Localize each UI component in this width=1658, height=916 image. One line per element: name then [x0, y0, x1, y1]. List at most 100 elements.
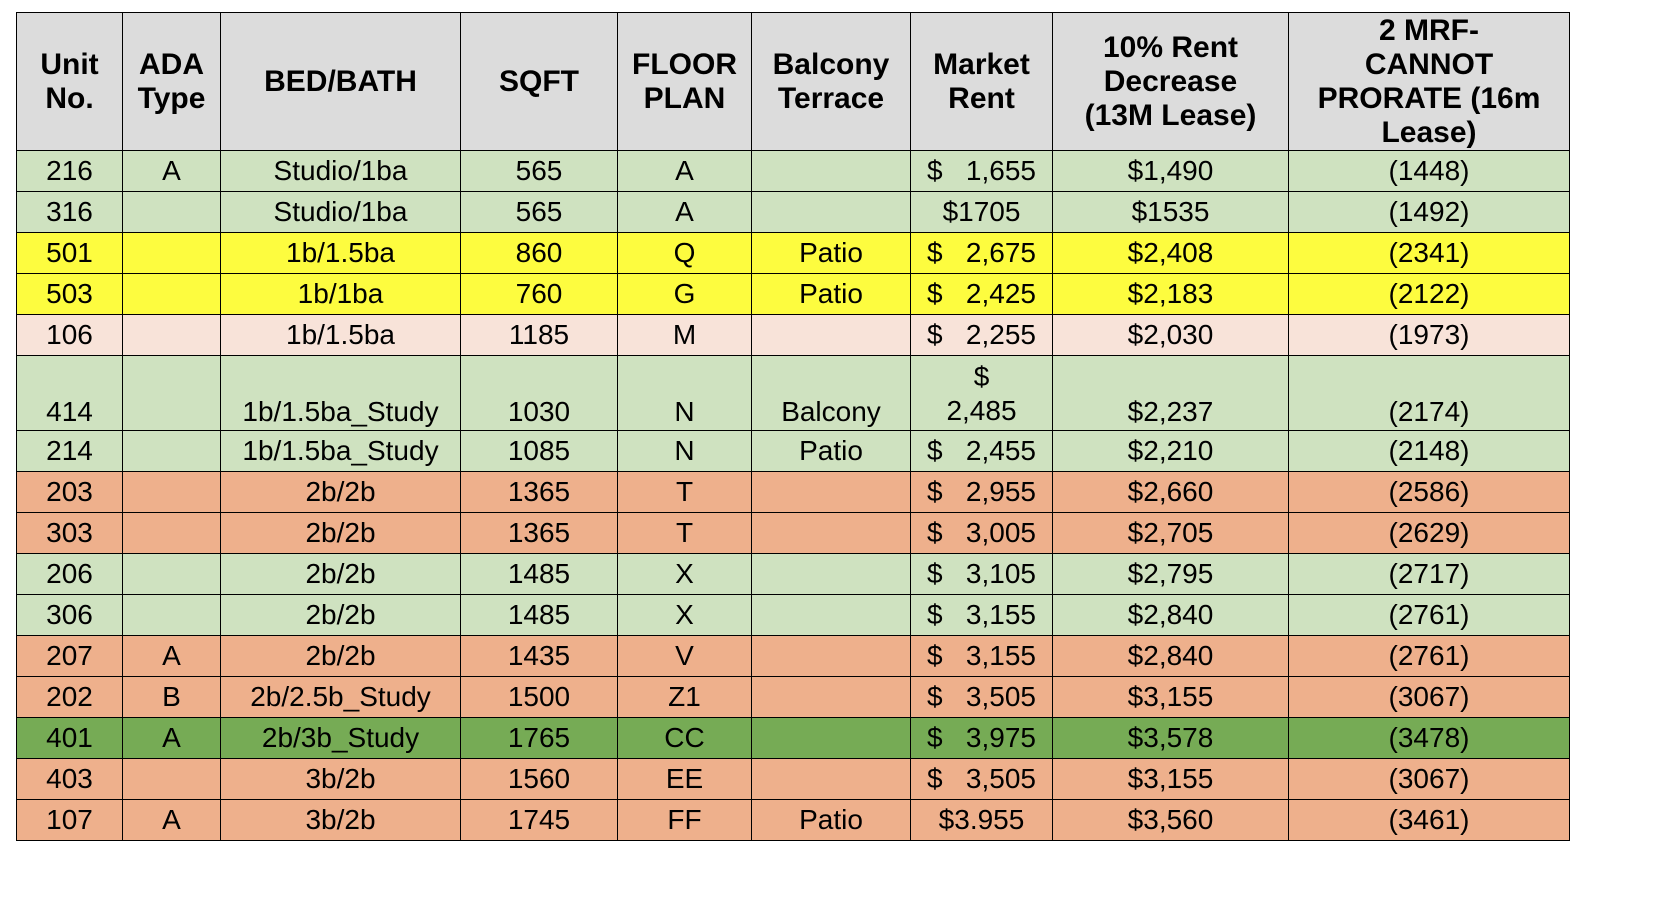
table-row: 214 1b/1.5ba_Study 1085 N Patio $2,455 $2,210(… — [16, 430, 1570, 472]
cell-floor-plan: EE — [617, 758, 752, 800]
table-row: 107 A 3b/2b 1745 FF Patio $3.955 $3,560 (3461) — [16, 799, 1570, 841]
market-rent-amount: 2,955 — [965, 476, 1036, 507]
market-rent-value: $2,455 — [925, 432, 1038, 471]
cell-unit-no: 202 — [16, 676, 123, 718]
market-rent-amount: 2,485 — [946, 395, 1017, 426]
table-row: 414 1b/1.5ba_Study 1030 N Balcony $2,485 $2,23… — [16, 355, 1570, 431]
cell-floor-plan: N — [617, 430, 752, 472]
cell-unit-no: 214 — [16, 430, 123, 472]
cell-bed-bath: Studio/1ba — [220, 150, 461, 192]
cell-mrf-prorate: (1973) — [1288, 314, 1570, 356]
cell-sqft: 1485 — [460, 594, 618, 636]
cell-mrf-prorate: (3461) — [1288, 799, 1570, 841]
cell-sqft: 1485 — [460, 553, 618, 595]
market-rent-value: $3,975 — [925, 719, 1038, 758]
cell-balcony-terrace — [751, 553, 911, 595]
market-rent-currency: $ — [927, 599, 943, 630]
table-row: 206 2b/2b 1485 X $3,105 $2,795 (2717) — [16, 553, 1570, 595]
market-rent-currency: $ — [927, 763, 943, 794]
table-row: 316 Studio/1ba 565 A $1705 $1535 (1492) — [16, 191, 1570, 233]
cell-rent-decrease: $2,795 — [1052, 553, 1289, 595]
cell-balcony-terrace: Patio — [751, 799, 911, 841]
header-text-line: BED/BATH — [264, 64, 417, 98]
cell-mrf-prorate: (3478) — [1288, 717, 1570, 759]
cell-unit-no: 401 — [16, 717, 123, 759]
cell-ada-type — [122, 355, 221, 431]
market-rent-value: $3,155 — [925, 596, 1038, 635]
market-rent-currency: $ — [927, 681, 943, 712]
header-row: Unit No. ADA Type BED/BATH SQFT FLOOR PLAN Balco… — [16, 12, 1570, 151]
header-text-line: Balcony — [772, 47, 890, 81]
market-rent-amount: 3,505 — [965, 681, 1036, 712]
cell-balcony-terrace — [751, 635, 911, 677]
cell-floor-plan: A — [617, 191, 752, 233]
cell-ada-type — [122, 232, 221, 274]
cell-market-rent: $2,255 — [910, 314, 1053, 356]
market-rent-amount: 3,505 — [965, 763, 1036, 794]
cell-balcony-terrace — [751, 150, 911, 192]
cell-bed-bath: 1b/1.5ba_Study — [220, 430, 461, 472]
cell-ada-type — [122, 273, 221, 315]
cell-ada-type — [122, 512, 221, 554]
cell-floor-plan: M — [617, 314, 752, 356]
cell-unit-no: 414 — [16, 355, 123, 431]
cell-market-rent: $2,675 — [910, 232, 1053, 274]
cell-bed-bath: Studio/1ba — [220, 191, 461, 233]
cell-rent-decrease: $2,183 — [1052, 273, 1289, 315]
cell-rent-decrease: $2,030 — [1052, 314, 1289, 356]
cell-balcony-terrace — [751, 191, 911, 233]
cell-floor-plan: CC — [617, 717, 752, 759]
market-rent-currency: $ — [927, 722, 943, 753]
header-text-line: Decrease — [1103, 64, 1238, 98]
cell-floor-plan: T — [617, 471, 752, 513]
cell-market-rent: $3,155 — [910, 594, 1053, 636]
cell-sqft: 1500 — [460, 676, 618, 718]
market-rent-value: $3,105 — [925, 555, 1038, 594]
cell-market-rent: $3.955 — [910, 799, 1053, 841]
cell-balcony-terrace — [751, 676, 911, 718]
header-text-line: 2 MRF- — [1379, 13, 1479, 47]
market-rent-amount: 3,155 — [965, 640, 1036, 671]
cell-rent-decrease: $1,490 — [1052, 150, 1289, 192]
cell-balcony-terrace — [751, 471, 911, 513]
market-rent-value: $1,655 — [925, 152, 1038, 191]
cell-floor-plan: Q — [617, 232, 752, 274]
header-floor-plan: FLOOR PLAN — [617, 12, 752, 151]
header-text-line: Lease) — [1381, 115, 1477, 149]
cell-unit-no: 306 — [16, 594, 123, 636]
cell-rent-decrease: $3,560 — [1052, 799, 1289, 841]
cell-sqft: 1085 — [460, 430, 618, 472]
cell-mrf-prorate: (2717) — [1288, 553, 1570, 595]
cell-sqft: 565 — [460, 150, 618, 192]
cell-market-rent: $2,955 — [910, 471, 1053, 513]
market-rent-value: $2,955 — [925, 473, 1038, 512]
cell-unit-no: 216 — [16, 150, 123, 192]
cell-floor-plan: V — [617, 635, 752, 677]
cell-sqft: 860 — [460, 232, 618, 274]
header-text-line: Type — [137, 81, 206, 115]
cell-market-rent: $2,455 — [910, 430, 1053, 472]
cell-rent-decrease: $3,155 — [1052, 676, 1289, 718]
cell-unit-no: 207 — [16, 635, 123, 677]
cell-sqft: 760 — [460, 273, 618, 315]
market-rent-value: $3,505 — [925, 760, 1038, 799]
cell-mrf-prorate: (2148) — [1288, 430, 1570, 472]
cell-bed-bath: 2b/2b — [220, 553, 461, 595]
cell-bed-bath: 3b/2b — [220, 758, 461, 800]
header-market-rent: Market Rent — [910, 12, 1053, 151]
cell-sqft: 1365 — [460, 471, 618, 513]
cell-balcony-terrace: Patio — [751, 232, 911, 274]
cell-market-rent: $3,155 — [910, 635, 1053, 677]
cell-ada-type — [122, 594, 221, 636]
header-bed-bath: BED/BATH — [220, 12, 461, 151]
cell-unit-no: 316 — [16, 191, 123, 233]
cell-unit-no: 403 — [16, 758, 123, 800]
cell-rent-decrease: $2,840 — [1052, 594, 1289, 636]
cell-balcony-terrace — [751, 717, 911, 759]
cell-ada-type: A — [122, 150, 221, 192]
cell-market-rent: $3,505 — [910, 758, 1053, 800]
cell-market-rent: $3,105 — [910, 553, 1053, 595]
cell-mrf-prorate: (2122) — [1288, 273, 1570, 315]
cell-ada-type: A — [122, 799, 221, 841]
cell-bed-bath: 1b/1.5ba — [220, 314, 461, 356]
